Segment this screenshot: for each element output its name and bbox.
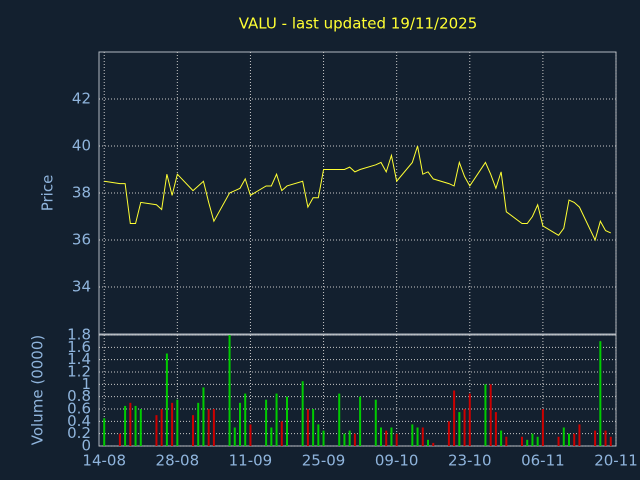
volume-bar bbox=[463, 409, 466, 446]
volume-bar bbox=[568, 433, 570, 446]
volume-bar bbox=[301, 381, 304, 446]
volume-bar bbox=[353, 433, 356, 446]
volume-bar bbox=[239, 402, 241, 446]
volume-bar bbox=[249, 424, 252, 446]
volume-bar bbox=[395, 433, 398, 446]
volume-bar bbox=[453, 390, 456, 446]
volume-bar bbox=[458, 412, 461, 446]
volume-bar bbox=[306, 409, 309, 446]
y-tick-label: 40 bbox=[72, 137, 91, 155]
volume-bar bbox=[139, 409, 142, 446]
x-tick-label: 06-11 bbox=[521, 452, 565, 470]
y-tick-label: 1.4 bbox=[67, 350, 91, 368]
volume-bar bbox=[604, 430, 607, 446]
y-axis-label: Volume (0000) bbox=[29, 335, 47, 445]
x-tick-label: 09-10 bbox=[375, 452, 419, 470]
volume-bar bbox=[594, 430, 597, 446]
volume-bar bbox=[286, 396, 288, 446]
volume-bar bbox=[416, 427, 419, 446]
volume-bar bbox=[531, 433, 534, 446]
volume-bar bbox=[155, 415, 158, 446]
volume-bar bbox=[176, 399, 179, 446]
volume-bar bbox=[432, 442, 435, 446]
volume-bar bbox=[374, 399, 377, 446]
volume-bar bbox=[562, 427, 565, 446]
volume-bar bbox=[280, 421, 283, 446]
volume-bar bbox=[228, 335, 231, 446]
x-tick-label: 28-08 bbox=[156, 452, 200, 470]
volume-bar bbox=[505, 436, 508, 446]
volume-bar bbox=[489, 384, 492, 446]
volume-bar bbox=[160, 409, 163, 446]
volume-bar bbox=[609, 436, 612, 446]
volume-bar bbox=[103, 418, 106, 446]
volume-bar bbox=[317, 424, 320, 446]
volume-bar bbox=[536, 436, 539, 446]
volume-bar bbox=[212, 409, 215, 446]
y-tick-label: 0.4 bbox=[67, 412, 91, 430]
volume-bar bbox=[468, 393, 471, 446]
y-axis-label: Price bbox=[39, 175, 57, 212]
y-tick-label: 42 bbox=[72, 90, 91, 108]
volume-bar bbox=[390, 427, 393, 446]
volume-bar bbox=[500, 430, 503, 446]
volume-bar bbox=[233, 427, 236, 446]
volume-bar bbox=[192, 415, 194, 446]
volume-bar bbox=[578, 424, 581, 446]
volume-bar bbox=[202, 387, 205, 446]
volume-bar bbox=[521, 436, 523, 446]
volume-bar bbox=[599, 341, 602, 446]
volume-bar bbox=[171, 402, 174, 446]
y-tick-label: 1.2 bbox=[67, 363, 91, 381]
volume-bar bbox=[380, 427, 382, 446]
volume-bar bbox=[165, 353, 168, 446]
x-tick-label: 14-08 bbox=[82, 452, 126, 470]
volume-bar bbox=[421, 427, 424, 446]
y-tick-label: 0.2 bbox=[67, 424, 91, 442]
volume-bar bbox=[348, 430, 351, 446]
volume-bar bbox=[359, 396, 362, 446]
y-tick-label: 34 bbox=[72, 278, 91, 296]
volume-bar bbox=[270, 427, 273, 446]
volume-bar bbox=[573, 433, 576, 446]
volume-bar bbox=[427, 439, 429, 446]
volume-bar bbox=[494, 412, 497, 446]
price-line bbox=[104, 145, 611, 242]
x-tick-label: 23-10 bbox=[448, 452, 492, 470]
chart-title: VALU - last updated 19/11/2025 bbox=[239, 15, 478, 33]
volume-bar bbox=[557, 436, 560, 446]
volume-bar bbox=[338, 393, 341, 446]
y-tick-label: 1.6 bbox=[67, 338, 91, 356]
volume-bar bbox=[484, 384, 487, 446]
volume-bar bbox=[275, 393, 278, 446]
y-tick-label: 0 bbox=[81, 437, 91, 455]
volume-bar bbox=[118, 433, 121, 446]
x-tick-label: 20-11 bbox=[594, 452, 638, 470]
x-tick-label: 25-09 bbox=[302, 452, 346, 470]
volume-bar bbox=[134, 405, 137, 446]
volume-bar bbox=[541, 409, 544, 446]
volume-bar bbox=[265, 399, 268, 446]
volume-bar bbox=[129, 402, 132, 446]
volume-bar bbox=[411, 424, 414, 446]
volume-bar bbox=[526, 439, 529, 446]
volume-bar bbox=[124, 405, 127, 446]
volume-bar bbox=[343, 433, 346, 446]
y-tick-label: 0.8 bbox=[67, 387, 91, 405]
y-tick-label: 0.6 bbox=[67, 400, 91, 418]
volume-bar bbox=[197, 402, 200, 446]
volume-bar bbox=[207, 409, 210, 446]
x-tick-label: 11-09 bbox=[229, 452, 273, 470]
volume-bar bbox=[447, 421, 450, 446]
volume-bar bbox=[322, 430, 325, 446]
volume-bar bbox=[312, 409, 315, 446]
y-tick-label: 1.8 bbox=[67, 326, 91, 344]
y-tick-label: 38 bbox=[72, 184, 91, 202]
y-tick-label: 1 bbox=[81, 375, 91, 393]
y-tick-label: 36 bbox=[72, 231, 91, 249]
volume-bar bbox=[244, 393, 247, 446]
volume-bar bbox=[385, 430, 388, 446]
